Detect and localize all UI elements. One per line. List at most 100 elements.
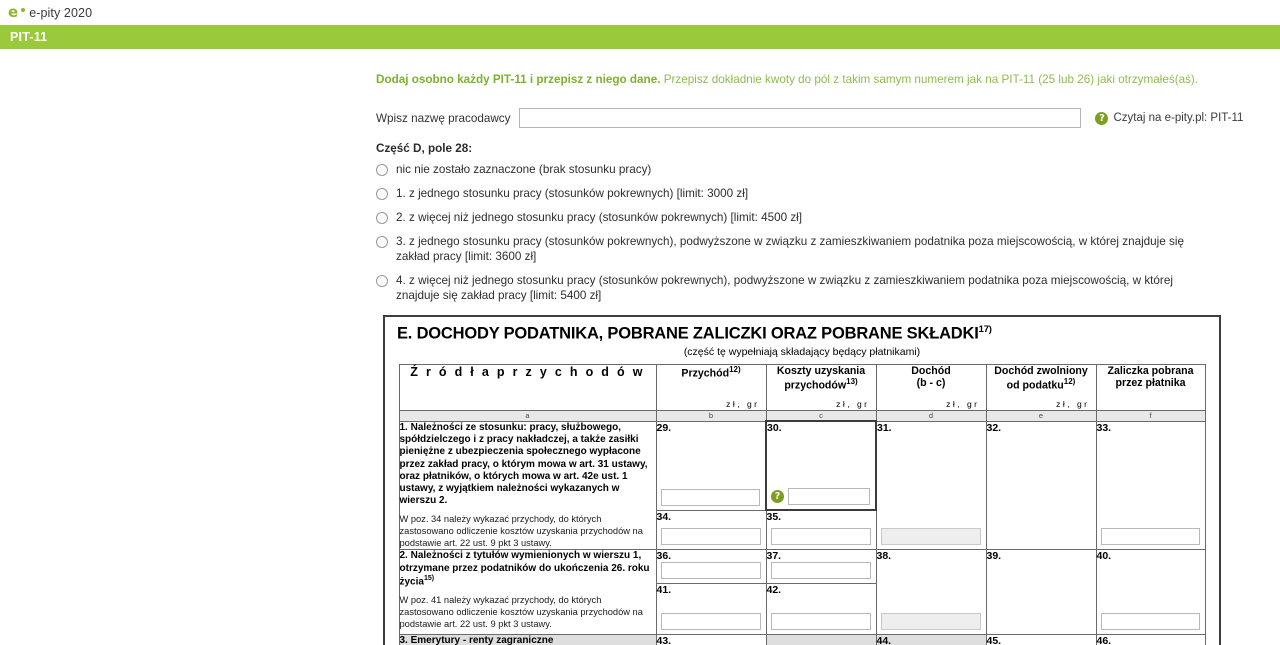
footnote-12: 12) — [729, 365, 741, 375]
col-letter-c: c — [765, 410, 877, 422]
field-number-44: 44. — [876, 635, 892, 645]
field-number-34: 34. — [656, 510, 672, 523]
field-number-31: 31. — [877, 421, 892, 434]
input-37[interactable] — [770, 562, 871, 580]
field-number-32: 32. — [986, 421, 1002, 434]
field-number-42: 42. — [766, 584, 782, 597]
input-41[interactable] — [660, 613, 761, 631]
row2-title: 2. Należności z tytułów wymienionych w w… — [400, 550, 656, 588]
section-e-title-text: E. DOCHODY PODATNIKA, POBRANE ZALICZKI O… — [397, 324, 979, 343]
input-38 — [880, 613, 981, 631]
question-mark-icon[interactable]: ? — [771, 490, 784, 504]
field-cell-43: 43. — [655, 634, 767, 645]
input-30[interactable] — [788, 488, 870, 506]
input-33[interactable] — [1100, 528, 1200, 546]
instruction-notice: Dodaj osobno każdy PIT-11 i przepisz z n… — [376, 72, 1236, 87]
radio-circle-icon[interactable] — [376, 212, 388, 225]
table-row: 1. Należności ze stosunku: pracy, służbo… — [398, 420, 1206, 551]
field-wrap-33 — [1100, 528, 1200, 546]
field-cell-36: 36. — [655, 549, 767, 585]
unit-label-zl-gr: zł, gr — [1056, 399, 1090, 410]
row3-title: 3. Emerytury - renty zagraniczne — [399, 635, 554, 645]
col-letter-b: b — [655, 410, 767, 422]
employer-name-input[interactable] — [519, 108, 1082, 129]
radio-circle-icon[interactable] — [376, 236, 388, 249]
field-number-38: 38. — [876, 550, 892, 563]
unit-label-zl-gr: zł, gr — [726, 399, 760, 410]
row1-title: 1. Należności ze stosunku: pracy, służbo… — [399, 421, 648, 507]
radio-option-label: 1. z jednego stosunku pracy (stosunków p… — [396, 187, 749, 201]
field-cell-30: 30. ? — [765, 420, 877, 512]
col-header-dochod: Dochód (b - c) zł, gr — [875, 364, 987, 412]
col-header-source: Ź r ó d ł a p r z y c h o d ó w — [398, 364, 657, 412]
col-header-dochod-zwolniony: Dochód zwolniony od podatku12) zł, gr — [985, 364, 1097, 412]
notice-bold-text: Dodaj osobno każdy PIT-11 i przepisz z n… — [376, 73, 661, 86]
row2-title-text: 2. Należności z tytułów wymienionych w w… — [399, 550, 650, 588]
row1-source-cell: 1. Należności ze stosunku: pracy, służbo… — [398, 420, 657, 551]
input-31 — [881, 528, 981, 546]
field-cell-34: 34. — [655, 509, 767, 551]
field-number-37: 37. — [766, 550, 782, 563]
radio-option-2[interactable]: 2. z więcej niż jednego stosunku pracy (… — [376, 211, 1196, 226]
field-wrap-38 — [880, 613, 981, 631]
col-header-przychod: Przychód12) zł, gr — [655, 364, 767, 412]
notice-plain-text: Przepisz dokładnie kwoty do pól z takim … — [660, 73, 1199, 86]
radio-option-1[interactable]: 1. z jednego stosunku pracy (stosunków p… — [376, 187, 1196, 202]
field-wrap-29 — [660, 488, 760, 506]
field-wrap-31 — [881, 528, 981, 546]
help-link-pit11[interactable]: ? Czytaj na e-pity.pl: PIT-11 — [1095, 111, 1244, 125]
field-number-30: 30. — [767, 422, 782, 435]
col-header-dochod-line1: Dochód — [911, 365, 951, 378]
radio-option-label: 4. z więcej niż jednego stosunku pracy (… — [396, 274, 1173, 303]
pit-form-section-e: E. DOCHODY PODATNIKA, POBRANE ZALICZKI O… — [383, 314, 1221, 645]
radio-option-4[interactable]: 4. z więcej niż jednego stosunku pracy (… — [376, 274, 1196, 304]
employer-label: Wpisz nazwę pracodawcy — [376, 111, 511, 125]
field-wrap-35 — [770, 528, 871, 546]
field-number-39: 39. — [986, 550, 1002, 563]
field-cell-38: 38. — [875, 549, 987, 636]
field-cell-46: 46. — [1095, 634, 1206, 645]
income-table: Ź r ó d ł a p r z y c h o d ó w Przychód… — [398, 364, 1206, 645]
col-header-koszty: Koszty uzyskania przychodów13) zł, gr — [765, 364, 877, 412]
field-number-29: 29. — [656, 421, 672, 434]
field-number-33: 33. — [1096, 421, 1112, 434]
footnote-13: 13) — [846, 377, 858, 387]
field-cell-37: 37. — [765, 549, 877, 585]
column-letter-row: a b c d e f — [398, 410, 1206, 422]
input-35[interactable] — [770, 528, 871, 546]
section-e-subtitle: (część tę wypełniają składający będący p… — [683, 346, 921, 359]
unit-label-zl-gr: zł, gr — [946, 399, 980, 410]
form-name-label: PIT-11 — [10, 30, 48, 44]
col-header-dochod-line2: (b - c) — [916, 377, 946, 390]
row3-source-cell: 3. Emerytury - renty zagraniczne — [398, 634, 657, 645]
field-number-43: 43. — [656, 635, 672, 645]
input-36[interactable] — [660, 562, 761, 580]
field-wrap-37 — [770, 562, 871, 580]
field-cell-45: 45. — [985, 634, 1097, 645]
field-cell-44: 44. — [875, 634, 987, 645]
radio-option-0[interactable]: nic nie zostało zaznaczone (brak stosunk… — [376, 163, 1196, 178]
field-cell-41: 41. — [655, 583, 767, 636]
row2-note: W poz. 41 należy wykazać przychody, do k… — [399, 595, 643, 629]
radio-option-3[interactable]: 3. z jednego stosunku pracy (stosunków p… — [376, 235, 1196, 265]
input-34[interactable] — [660, 528, 761, 546]
col-letter-d: d — [875, 410, 987, 422]
table-header-row: Ź r ó d ł a p r z y c h o d ó w Przychód… — [398, 364, 1206, 412]
col-header-koszty-line2: przychodów — [784, 380, 847, 393]
radio-circle-icon[interactable] — [376, 275, 388, 288]
input-40[interactable] — [1100, 613, 1200, 631]
col-letter-e: e — [985, 410, 1097, 422]
field-cell-31: 31. — [875, 420, 987, 551]
field-wrap-34 — [660, 528, 761, 546]
input-42[interactable] — [770, 613, 871, 631]
col-header-zwolniony-line1: Dochód zwolniony — [994, 365, 1088, 378]
row1-note: W poz. 34 należy wykazać przychody, do k… — [399, 514, 643, 548]
app-logo-bar: e e-pity 2020 — [0, 0, 1280, 25]
input-29[interactable] — [660, 488, 760, 506]
help-link-label: Czytaj na e-pity.pl: PIT-11 — [1113, 112, 1244, 125]
table-row: 3. Emerytury - renty zagraniczne 43. 44. — [398, 634, 1206, 645]
radio-circle-icon[interactable] — [376, 188, 388, 201]
radio-circle-icon[interactable] — [376, 164, 388, 177]
col-header-koszty-line1: Koszty uzyskania — [776, 365, 866, 378]
col-header-zaliczka-line2: przez płatnika — [1115, 377, 1186, 390]
